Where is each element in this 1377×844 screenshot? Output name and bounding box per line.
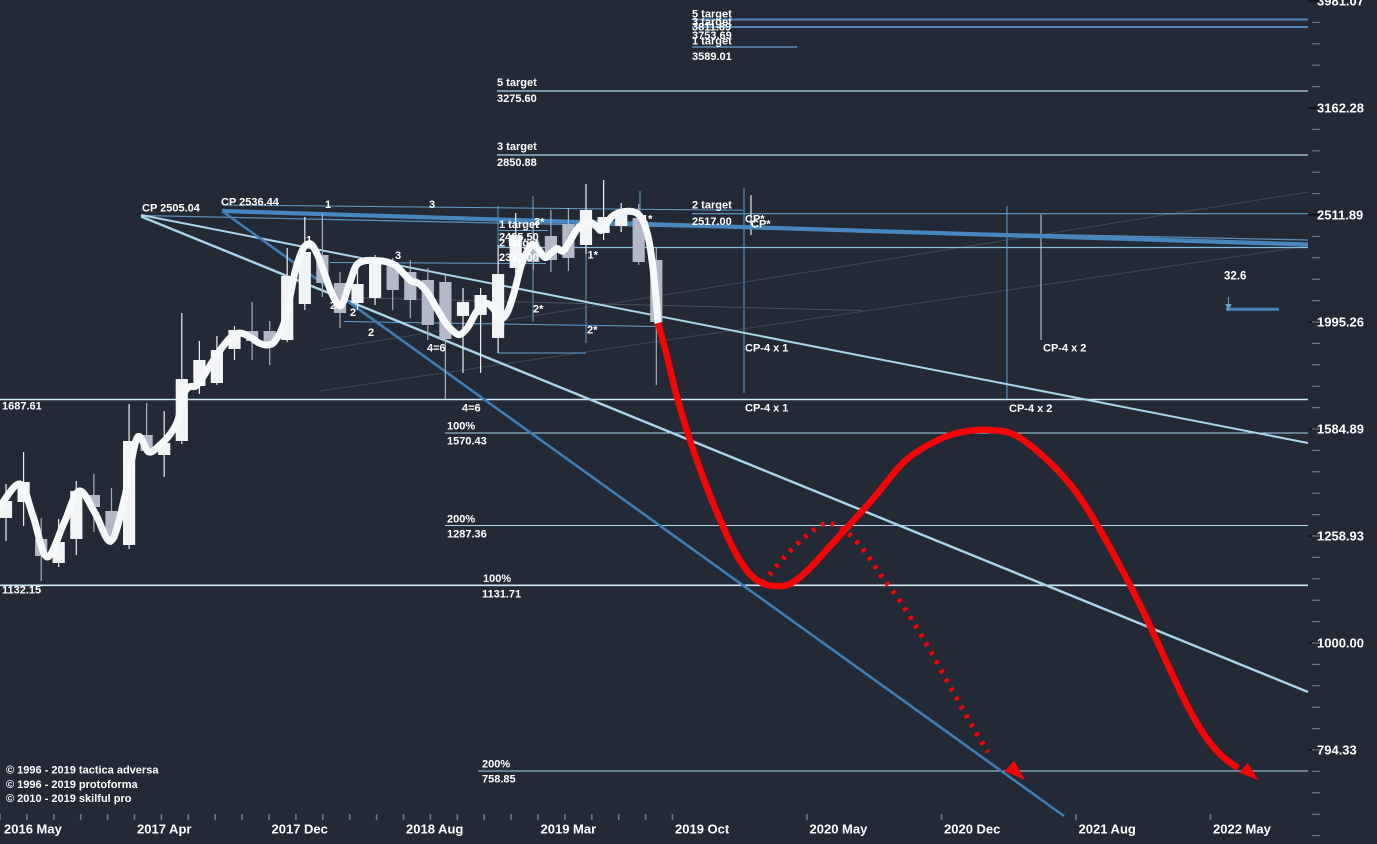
svg-text:1687.61: 1687.61 bbox=[2, 400, 42, 412]
svg-text:2850.88: 2850.88 bbox=[497, 157, 537, 169]
svg-text:1132.15: 1132.15 bbox=[2, 585, 41, 597]
svg-text:5 target: 5 target bbox=[497, 77, 537, 89]
svg-text:100%: 100% bbox=[483, 573, 511, 585]
svg-text:CP-4 x 2: CP-4 x 2 bbox=[1009, 403, 1052, 415]
svg-text:2511.89: 2511.89 bbox=[1317, 208, 1363, 223]
svg-text:2 target: 2 target bbox=[499, 237, 539, 249]
svg-text:1: 1 bbox=[325, 199, 331, 211]
svg-text:2425.50: 2425.50 bbox=[499, 231, 539, 243]
svg-text:CP*: CP* bbox=[751, 218, 771, 230]
svg-text:4=6: 4=6 bbox=[427, 342, 446, 354]
svg-text:2517.00: 2517.00 bbox=[692, 216, 732, 228]
svg-text:200%: 200% bbox=[447, 513, 475, 525]
svg-text:3*: 3* bbox=[534, 216, 545, 228]
svg-text:32.6: 32.6 bbox=[1224, 271, 1246, 283]
svg-text:200%: 200% bbox=[482, 758, 510, 770]
svg-text:3981.07: 3981.07 bbox=[1317, 0, 1364, 9]
svg-text:1131.71: 1131.71 bbox=[482, 588, 521, 600]
svg-text:1258.93: 1258.93 bbox=[1317, 529, 1364, 544]
svg-text:© 1996 - 2019 tactica adversa: © 1996 - 2019 tactica adversa bbox=[6, 764, 159, 776]
svg-text:4=6: 4=6 bbox=[462, 402, 481, 414]
svg-text:3: 3 bbox=[429, 199, 435, 211]
svg-text:1584.89: 1584.89 bbox=[1317, 422, 1364, 437]
svg-text:2021 Aug: 2021 Aug bbox=[1079, 822, 1136, 837]
svg-text:CP 2536.44: CP 2536.44 bbox=[221, 196, 280, 208]
svg-text:CP-4 x 2: CP-4 x 2 bbox=[1043, 342, 1086, 354]
svg-text:1995.26: 1995.26 bbox=[1317, 315, 1364, 330]
svg-text:794.33: 794.33 bbox=[1317, 743, 1357, 758]
svg-text:CP-4 x 1: CP-4 x 1 bbox=[745, 402, 788, 414]
svg-text:1*: 1* bbox=[588, 249, 599, 261]
svg-text:CP*: CP* bbox=[745, 213, 765, 225]
svg-text:2017 Dec: 2017 Dec bbox=[272, 822, 328, 837]
svg-text:CP-4 x 1: CP-4 x 1 bbox=[745, 342, 788, 354]
svg-text:2022 May: 2022 May bbox=[1213, 822, 1272, 837]
svg-text:2*: 2* bbox=[587, 324, 598, 336]
svg-text:2019 Oct: 2019 Oct bbox=[675, 822, 730, 837]
svg-text:2020 Dec: 2020 Dec bbox=[944, 822, 1000, 837]
svg-text:1 target: 1 target bbox=[692, 35, 732, 47]
svg-text:100%: 100% bbox=[447, 420, 475, 432]
svg-text:1570.43: 1570.43 bbox=[447, 435, 487, 447]
svg-text:758.85: 758.85 bbox=[482, 773, 516, 785]
svg-text:3275.60: 3275.60 bbox=[497, 93, 537, 105]
svg-text:© 2010 - 2019 skilful pro: © 2010 - 2019 skilful pro bbox=[6, 793, 132, 805]
svg-text:2: 2 bbox=[368, 327, 374, 339]
svg-text:CP 2505.04: CP 2505.04 bbox=[142, 202, 201, 214]
svg-text:3 target: 3 target bbox=[692, 16, 732, 28]
svg-text:1: 1 bbox=[306, 234, 312, 246]
svg-text:1 target: 1 target bbox=[499, 219, 539, 231]
svg-text:2017 Apr: 2017 Apr bbox=[137, 822, 191, 837]
svg-text:2020 May: 2020 May bbox=[810, 822, 869, 837]
svg-text:2018 Aug: 2018 Aug bbox=[406, 822, 463, 837]
svg-text:1000.00: 1000.00 bbox=[1317, 636, 1364, 651]
svg-text:3753.69: 3753.69 bbox=[692, 30, 732, 42]
svg-text:2337.00: 2337.00 bbox=[499, 252, 539, 264]
svg-text:2: 2 bbox=[330, 300, 336, 312]
svg-text:© 1996 - 2019 protoforma: © 1996 - 2019 protoforma bbox=[6, 779, 138, 791]
svg-text:2: 2 bbox=[350, 307, 356, 319]
svg-text:5 target: 5 target bbox=[692, 8, 732, 20]
svg-text:3589.01: 3589.01 bbox=[692, 51, 732, 63]
svg-text:2016 May: 2016 May bbox=[4, 822, 63, 837]
svg-text:1287.36: 1287.36 bbox=[447, 528, 487, 540]
svg-text:1*: 1* bbox=[642, 213, 653, 225]
svg-text:2019 Mar: 2019 Mar bbox=[541, 822, 597, 837]
svg-text:3811.89: 3811.89 bbox=[692, 21, 731, 33]
svg-text:2 target: 2 target bbox=[692, 199, 732, 211]
svg-text:3: 3 bbox=[395, 250, 401, 262]
svg-text:2*: 2* bbox=[533, 303, 544, 315]
svg-text:3 target: 3 target bbox=[497, 141, 537, 153]
svg-text:3162.28: 3162.28 bbox=[1317, 101, 1364, 116]
